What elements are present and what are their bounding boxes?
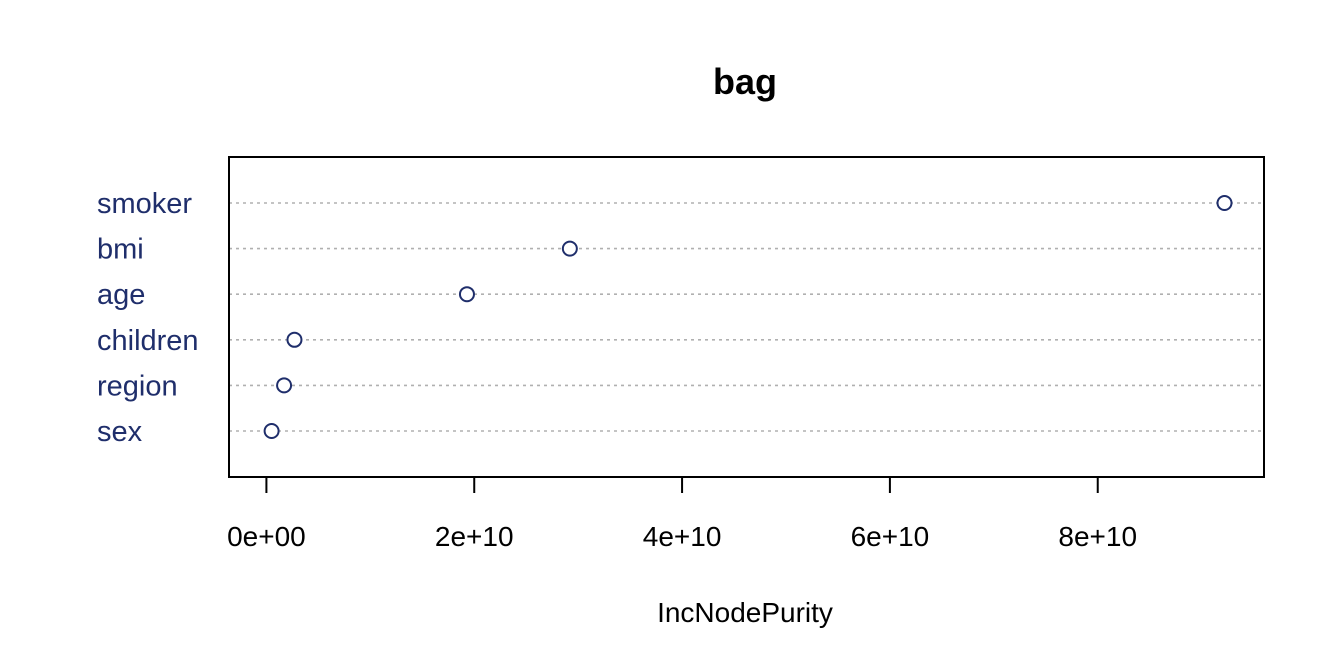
data-points: [263, 195, 1233, 439]
point-bmi: [561, 240, 578, 257]
point-children: [286, 331, 303, 348]
plot-frame: [228, 156, 1265, 478]
x-axis: 0e+00 2e+10 4e+10 6e+10 8e+10: [227, 476, 1137, 552]
category-label-smoker: smoker: [97, 188, 192, 220]
x-tick-label-2: 4e+10: [643, 521, 722, 552]
category-label-age: age: [97, 279, 145, 311]
category-labels: smoker bmi age children region sex: [97, 188, 199, 448]
category-label-children: children: [97, 325, 199, 357]
category-label-bmi: bmi: [97, 234, 144, 266]
x-tick-label-0: 0e+00: [227, 521, 306, 552]
x-axis-title: IncNodePurity: [657, 597, 833, 628]
category-label-sex: sex: [97, 416, 143, 448]
category-label-region: region: [97, 370, 178, 402]
point-sex: [263, 423, 280, 439]
x-tick-label-1: 2e+10: [435, 521, 514, 552]
point-smoker: [1216, 195, 1233, 211]
x-tick-label-3: 6e+10: [851, 521, 930, 552]
gridlines: [229, 202, 1264, 432]
chart-title: bag: [713, 61, 777, 102]
x-tick-label-4: 8e+10: [1058, 521, 1137, 552]
point-age: [458, 286, 475, 303]
point-region: [276, 377, 293, 394]
